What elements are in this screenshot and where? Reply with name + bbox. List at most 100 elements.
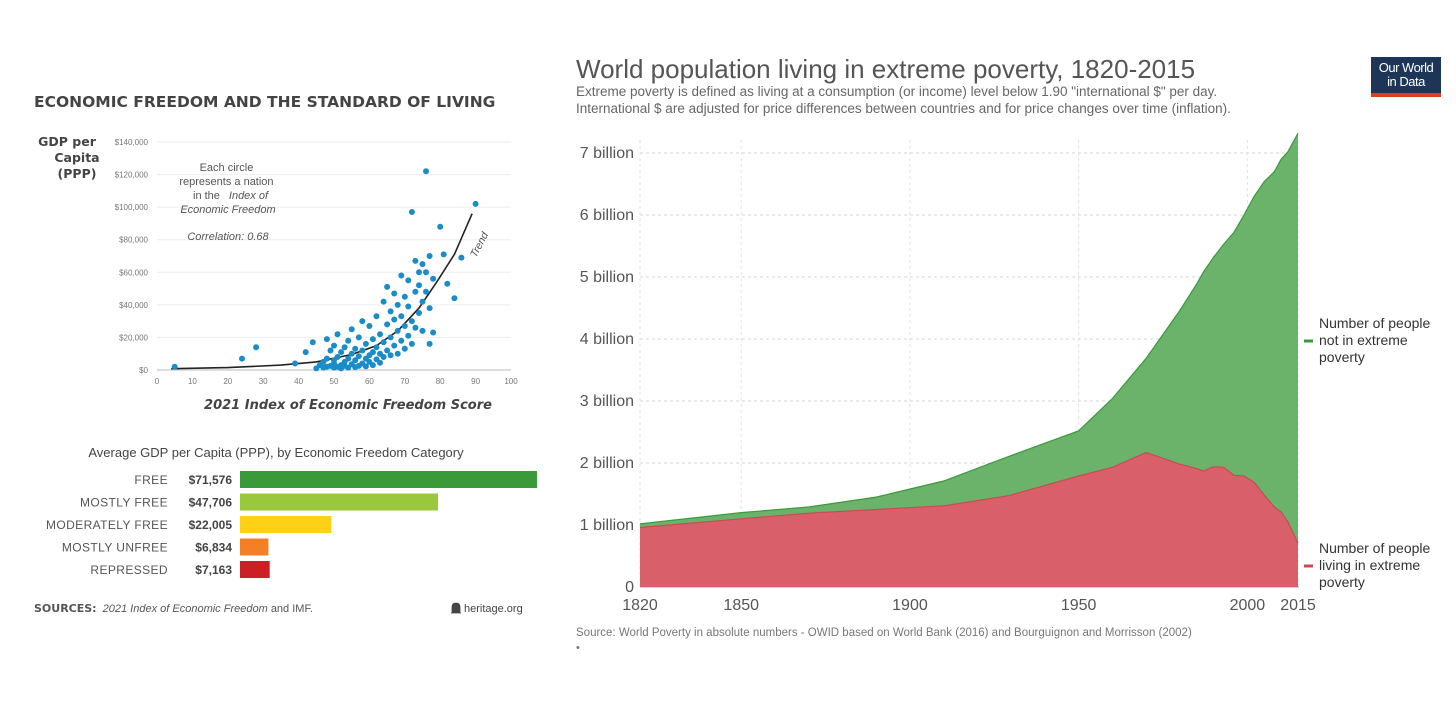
scatter-point bbox=[426, 305, 433, 312]
scatter-point bbox=[377, 359, 383, 366]
scatter-x-tick: 70 bbox=[400, 377, 409, 386]
bar-value-label: $47,706 bbox=[189, 496, 233, 510]
bar-section-title: Average GDP per Capita (PPP), by Economi… bbox=[88, 445, 464, 460]
scatter-point bbox=[366, 323, 373, 329]
scatter-point bbox=[394, 350, 401, 357]
scatter-point bbox=[302, 349, 309, 356]
scatter-point bbox=[373, 313, 380, 320]
scatter-y-tick: $120,000 bbox=[115, 171, 149, 180]
scatter-point bbox=[338, 349, 345, 356]
scatter-point bbox=[444, 280, 451, 287]
legend-in-poverty: Number of people living in extreme pover… bbox=[1304, 540, 1431, 590]
scatter-point bbox=[426, 340, 433, 347]
scatter-point bbox=[327, 347, 334, 354]
area-x-tick: 1820 bbox=[622, 597, 658, 614]
bar bbox=[240, 516, 332, 533]
scatter-point bbox=[362, 340, 369, 347]
scatter-point bbox=[401, 345, 408, 352]
scatter-point bbox=[369, 362, 376, 369]
scatter-point bbox=[408, 318, 415, 325]
bar-category-label: REPRESSED bbox=[90, 563, 168, 577]
scatter-y-tick-labels: $0 $20,000 $40,000 $60,000 $80,000 $100,000 $1… bbox=[115, 138, 149, 375]
scatter-chart: GDP per Capita (PPP) $0 $20,000 $40,000 $60… bbox=[38, 134, 518, 413]
scatter-point bbox=[359, 318, 366, 325]
bar-value-label: $71,576 bbox=[189, 473, 233, 487]
legend-not-in-poverty-line-1: Number of people bbox=[1319, 315, 1431, 331]
scatter-point bbox=[171, 363, 178, 370]
scatter-point bbox=[412, 324, 419, 331]
bar bbox=[240, 561, 270, 578]
sources-line: SOURCES: 2021 Index of Economic Freedom … bbox=[34, 602, 313, 615]
area-y-tick: 2 billion bbox=[580, 455, 634, 472]
scatter-point bbox=[377, 331, 383, 338]
trend-label: Trend bbox=[468, 229, 492, 259]
line-not-in-poverty bbox=[639, 132, 1299, 525]
scatter-point bbox=[345, 355, 352, 362]
scatter-point bbox=[408, 340, 415, 347]
owid-title: World population living in extreme pover… bbox=[576, 54, 1195, 84]
bar-value-label: $7,163 bbox=[195, 563, 232, 577]
scatter-point bbox=[391, 290, 398, 297]
scatter-x-tick: 30 bbox=[259, 377, 268, 386]
area-not-in-poverty bbox=[640, 133, 1298, 543]
scatter-point bbox=[391, 342, 398, 349]
scatter-point bbox=[323, 336, 330, 343]
scatter-note-line-4: Economic Freedom bbox=[180, 204, 275, 216]
scatter-gridlines bbox=[157, 141, 511, 371]
scatter-point bbox=[419, 261, 426, 268]
scatter-xlabel: 2021 Index of Economic Freedom Score bbox=[204, 398, 492, 413]
scatter-point bbox=[412, 257, 419, 264]
owid-logo-box bbox=[1371, 57, 1441, 97]
scatter-point bbox=[405, 303, 412, 310]
scatter-point bbox=[355, 353, 362, 360]
area-y-tick: 3 billion bbox=[580, 393, 634, 410]
scatter-point bbox=[394, 301, 401, 308]
sources-label: SOURCES: bbox=[34, 602, 97, 615]
scatter-point bbox=[472, 200, 479, 207]
scatter-point bbox=[416, 310, 422, 316]
ef-sources: SOURCES: 2021 Index of Economic Freedom … bbox=[34, 602, 523, 615]
scatter-point bbox=[323, 355, 330, 362]
scatter-point bbox=[419, 298, 426, 305]
gdp-category-bar-chart: Average GDP per Capita (PPP), by Economi… bbox=[46, 445, 537, 578]
bar bbox=[240, 471, 537, 488]
owid-logo[interactable]: Our World in Data bbox=[1371, 57, 1441, 97]
legend-in-poverty-line-3: poverty bbox=[1319, 574, 1365, 590]
scatter-point bbox=[253, 344, 260, 351]
scatter-ylabel-1: GDP per bbox=[38, 134, 97, 149]
bar-category-label: MOSTLY FREE bbox=[80, 496, 168, 510]
bell-icon bbox=[451, 602, 461, 614]
owid-subtitle-1: Extreme poverty is defined as living at … bbox=[576, 84, 1217, 99]
area-y-tick: 4 billion bbox=[580, 331, 634, 348]
bar bbox=[240, 538, 269, 556]
area-y-tick: 1 billion bbox=[580, 517, 634, 534]
scatter-x-tick: 90 bbox=[471, 377, 480, 386]
scatter-point bbox=[412, 288, 419, 295]
area-x-tick-labels: 1820 1850 1900 1950 2000 2015 bbox=[622, 597, 1316, 614]
scatter-point bbox=[369, 349, 376, 356]
scatter-note-line-3b: Index of bbox=[229, 190, 269, 202]
line-in-poverty bbox=[639, 451, 1299, 544]
scatter-point bbox=[380, 298, 387, 305]
bar-category-label: MODERATELY FREE bbox=[46, 518, 168, 532]
heritage-link[interactable]: heritage.org bbox=[464, 603, 523, 615]
area-y-tick: 7 billion bbox=[580, 145, 634, 162]
scatter-point bbox=[334, 354, 341, 360]
scatter-y-tick: $100,000 bbox=[115, 203, 149, 212]
area-x-tick: 1900 bbox=[892, 597, 928, 614]
scatter-point bbox=[387, 352, 394, 359]
scatter-point bbox=[384, 321, 391, 328]
area-x-tick: 2000 bbox=[1230, 597, 1266, 614]
scatter-x-tick: 40 bbox=[294, 377, 303, 386]
legend-label-not-in-poverty: Number of people not in extreme poverty bbox=[1319, 315, 1434, 365]
area-in-poverty bbox=[640, 452, 1298, 587]
scatter-note-line-1: Each circle bbox=[200, 162, 254, 174]
scatter-point bbox=[398, 337, 405, 344]
scatter-y-tick: $60,000 bbox=[119, 268, 148, 277]
area-y-tick: 5 billion bbox=[580, 269, 634, 286]
scatter-point bbox=[355, 334, 362, 341]
scatter-point bbox=[419, 327, 426, 334]
scatter-x-tick: 60 bbox=[365, 377, 374, 386]
heritage-logo[interactable]: heritage.org bbox=[451, 602, 523, 615]
scatter-x-tick: 20 bbox=[223, 377, 232, 386]
